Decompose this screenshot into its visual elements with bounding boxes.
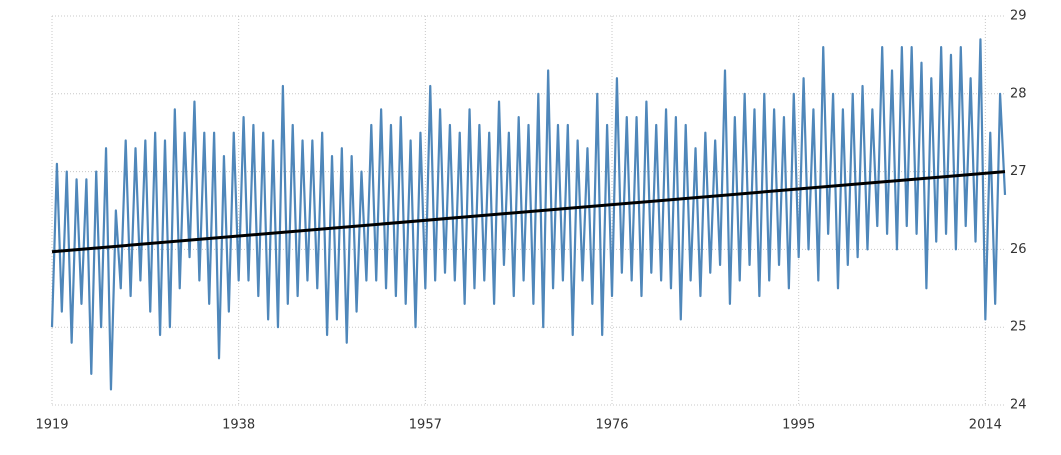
y-tick-label: 26: [1010, 242, 1027, 257]
y-tick-label: 28: [1010, 86, 1027, 101]
x-tick-label: 1938: [222, 418, 255, 433]
x-tick-label: 1919: [35, 418, 68, 433]
y-tick-label: 25: [1010, 320, 1027, 335]
data-line: [50, 38, 1007, 391]
x-tick-label: 2014: [969, 418, 1002, 433]
trend-line: [51, 170, 1006, 254]
x-tick-label: 1976: [595, 418, 628, 433]
y-tick-label: 27: [1010, 164, 1027, 179]
y-tick-label: 29: [1010, 9, 1027, 24]
x-tick-label: 1995: [782, 418, 815, 433]
y-tick-label: 24: [1010, 398, 1027, 413]
x-tick-label: 1957: [409, 418, 442, 433]
